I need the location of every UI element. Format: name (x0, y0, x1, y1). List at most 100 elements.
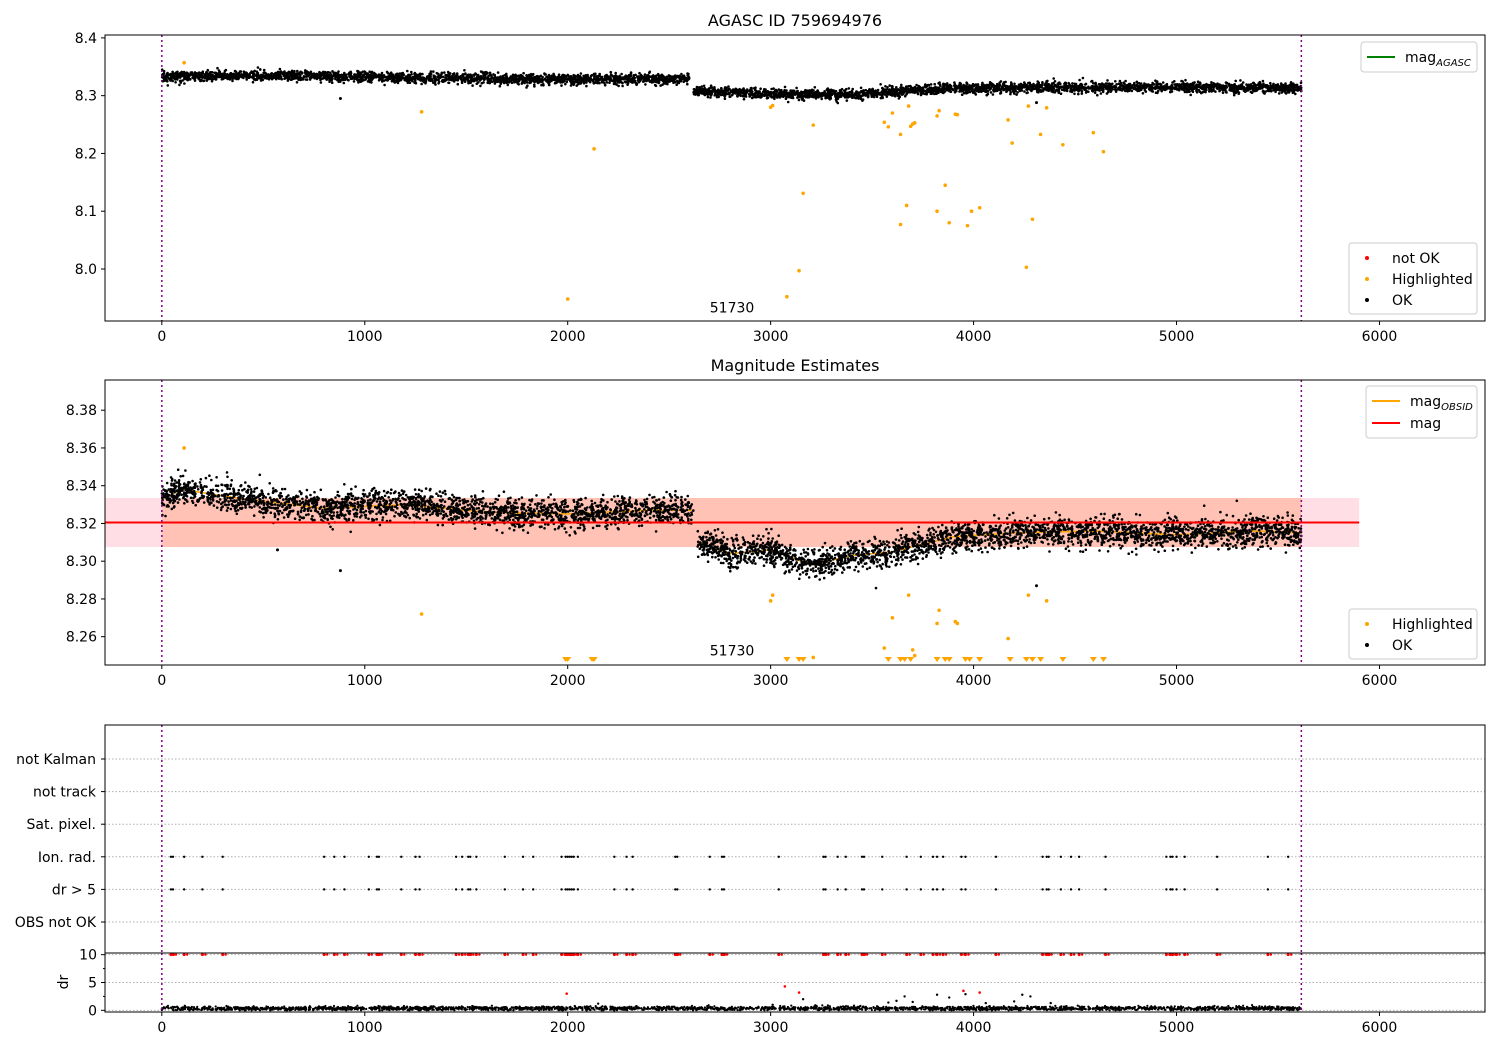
ok-point (1059, 92, 1063, 95)
ok-point (342, 81, 346, 85)
ok-point (1113, 84, 1117, 88)
ok-point (909, 90, 913, 94)
ok-point (652, 80, 656, 83)
ok-point (1077, 92, 1080, 96)
ok-point (915, 83, 918, 87)
ok-point (679, 78, 683, 81)
ok-point (358, 71, 362, 74)
ok-point (1016, 91, 1019, 94)
ok-point (680, 72, 683, 76)
legend-marker-swatch (1365, 298, 1369, 302)
ok-point (1169, 87, 1172, 91)
ok-point (1030, 86, 1034, 90)
ok-point (1085, 89, 1088, 92)
ok-point (321, 70, 325, 74)
ok-point (751, 94, 754, 97)
ok-point (533, 83, 536, 87)
ok-point (456, 79, 460, 82)
ok-point (538, 75, 542, 78)
ok-point (197, 73, 201, 76)
ok-point (720, 87, 723, 91)
ok-point (1100, 84, 1104, 88)
ok-point (278, 73, 281, 77)
ok-point (779, 95, 782, 98)
ok-point (953, 88, 957, 91)
ok-point (1104, 82, 1108, 85)
ok-point (696, 93, 700, 97)
ok-point (547, 73, 551, 77)
ok-point (488, 81, 491, 85)
ok-point (536, 79, 540, 83)
ok-point (522, 71, 525, 75)
ok-point (1276, 84, 1280, 88)
ok-point (251, 80, 255, 84)
ok-point (1173, 83, 1176, 86)
ok-point (221, 74, 224, 77)
ok-point (1122, 81, 1125, 84)
ok-point (709, 84, 713, 87)
ok-point (594, 72, 597, 76)
ok-point (679, 75, 683, 78)
ok-point (580, 76, 583, 80)
ok-point (775, 96, 779, 99)
ok-point (406, 69, 409, 73)
ok-point (590, 78, 593, 82)
ok-point (966, 90, 970, 93)
ok-point (603, 78, 607, 82)
ok-point (248, 75, 252, 79)
ok-point (502, 77, 505, 80)
ok-point (365, 75, 369, 78)
ok-point (202, 75, 206, 79)
ok-point (570, 82, 573, 86)
ok-point (530, 78, 533, 82)
ok-point (615, 83, 618, 86)
ok-point (183, 82, 186, 85)
ok-point (702, 90, 706, 94)
legend-marker-label: OK (1392, 293, 1413, 309)
ok-point (643, 78, 646, 82)
ok-point (1045, 80, 1048, 83)
ok-point (1025, 85, 1028, 89)
ok-point (1187, 83, 1191, 87)
ok-point (989, 91, 993, 94)
ok-point (723, 97, 727, 100)
ok-point (1080, 92, 1084, 95)
ok-point (805, 89, 809, 92)
ok-point (274, 75, 278, 79)
ok-point (550, 76, 554, 79)
ok-point (492, 73, 495, 76)
ok-point (888, 84, 891, 87)
ok-point (406, 81, 410, 84)
ok-point (1117, 86, 1121, 90)
ok-point (305, 75, 309, 78)
ok-point (643, 73, 647, 76)
ok-point (488, 73, 492, 77)
ok-point (380, 80, 384, 83)
ok-point (917, 89, 921, 92)
ok-point (498, 84, 502, 88)
ok-point (384, 75, 387, 79)
ok-point (493, 75, 497, 78)
ok-point (719, 93, 723, 97)
ok-point (1023, 81, 1026, 84)
ok-point (375, 74, 379, 77)
ok-point (315, 76, 318, 80)
agasc-panel: AGASC ID 759694976 magAGASC not OKHighli… (75, 11, 1486, 345)
ok-point (904, 85, 908, 88)
ok-point (1098, 89, 1101, 92)
ok-point (648, 80, 652, 83)
ok-point (316, 74, 319, 77)
ok-point (1279, 88, 1283, 92)
ok-point (571, 79, 574, 82)
ok-point (442, 75, 445, 79)
ok-point (485, 70, 488, 74)
ok-point (1111, 88, 1114, 91)
ok-point (556, 75, 560, 79)
ok-point (499, 78, 503, 81)
ok-point (828, 97, 831, 101)
ok-point (490, 76, 494, 79)
ok-point (1137, 81, 1141, 85)
ok-point (742, 97, 746, 101)
ok-point (216, 66, 219, 70)
